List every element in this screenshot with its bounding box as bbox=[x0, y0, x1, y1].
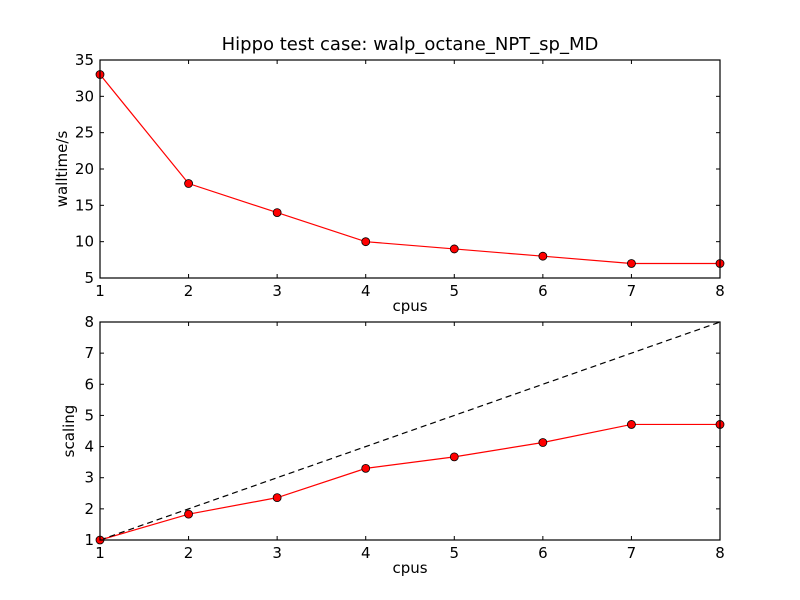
scaling-data-point-0-5 bbox=[538, 438, 548, 447]
walltime-y-tick-labels: 5 10 15 20 25 30 35 bbox=[75, 51, 94, 287]
scaling-x-tick-label-4: 5 bbox=[450, 544, 460, 562]
scaling-data-point-0-1 bbox=[184, 509, 193, 519]
scaling-series-line-0 bbox=[99, 423, 720, 541]
chart-title: Hippo test case: walp_octane_NPT_sp_MD bbox=[222, 34, 599, 55]
scaling-y-tick-label-7: 8 bbox=[84, 313, 94, 331]
scaling-x-axis-label: cpus bbox=[392, 559, 427, 577]
walltime-x-tick-label-0: 1 bbox=[95, 282, 105, 300]
scaling-series-lines bbox=[99, 321, 721, 541]
scaling-data-point-0-4 bbox=[449, 452, 459, 462]
scaling-x-tick-label-3: 4 bbox=[361, 544, 371, 562]
scaling-y-tick-label-1: 2 bbox=[84, 500, 94, 518]
walltime-x-tick-labels: 1 2 3 4 5 6 7 8 bbox=[95, 282, 725, 300]
walltime-data-point-0-5 bbox=[538, 251, 548, 261]
walltime-x-tick-label-7: 8 bbox=[715, 282, 725, 300]
walltime-y-tick-label-2: 15 bbox=[75, 196, 94, 214]
walltime-series-points bbox=[95, 70, 725, 268]
scaling-x-tick-label-0: 1 bbox=[95, 544, 105, 562]
scaling-data-point-0-2 bbox=[272, 493, 282, 503]
scaling-x-tick-label-5: 6 bbox=[538, 544, 548, 562]
walltime-data-point-0-4 bbox=[449, 244, 459, 254]
walltime-y-tick-label-5: 30 bbox=[75, 87, 94, 105]
scaling-y-tick-label-4: 5 bbox=[84, 406, 94, 424]
walltime-data-point-0-3 bbox=[361, 237, 371, 247]
walltime-y-axis-label: walltime/s bbox=[53, 131, 71, 208]
walltime-data-point-0-6 bbox=[627, 259, 636, 268]
walltime-x-tick-label-2: 3 bbox=[272, 282, 282, 300]
scaling-x-tick-label-6: 7 bbox=[627, 544, 637, 562]
walltime-x-axis-label: cpus bbox=[392, 297, 427, 315]
scaling-x-tick-label-7: 8 bbox=[715, 544, 725, 562]
walltime-y-tick-label-0: 5 bbox=[84, 269, 94, 287]
scaling-data-point-0-6 bbox=[627, 420, 636, 429]
scaling-y-tick-label-6: 7 bbox=[84, 344, 94, 362]
walltime-plot-frame bbox=[99, 59, 721, 279]
walltime-y-tick-label-1: 10 bbox=[75, 233, 94, 251]
walltime-y-tick-label-6: 35 bbox=[75, 51, 94, 69]
scaling-x-tick-label-2: 3 bbox=[272, 544, 282, 562]
walltime-y-tick-label-4: 25 bbox=[75, 124, 94, 142]
scaling-plot-frame bbox=[99, 321, 721, 541]
scaling-plot-area bbox=[100, 322, 720, 540]
walltime-series-line-0 bbox=[99, 74, 720, 265]
scaling-x-tick-labels: 1 2 3 4 5 6 7 8 bbox=[95, 544, 725, 562]
walltime-x-tick-label-1: 2 bbox=[184, 282, 194, 300]
walltime-x-tick-label-5: 6 bbox=[538, 282, 548, 300]
scaling-y-tick-labels: 1 2 3 4 5 6 7 8 bbox=[84, 313, 94, 549]
walltime-x-tick-label-4: 5 bbox=[450, 282, 460, 300]
scaling-y-tick-label-5: 6 bbox=[84, 375, 94, 393]
walltime-panel: 1 2 3 4 5 6 7 8 5 10 15 20 25 30 35 cpus walltime/s bbox=[53, 51, 725, 315]
walltime-data-point-0-2 bbox=[272, 208, 282, 218]
walltime-y-tick-label-3: 20 bbox=[75, 160, 94, 178]
scaling-panel: 1 2 3 4 5 6 7 8 1 2 3 4 5 6 7 8 cpus scaling bbox=[60, 313, 725, 577]
scaling-y-axis-label: scaling bbox=[60, 405, 78, 458]
scaling-data-point-0-3 bbox=[361, 463, 371, 473]
scaling-y-tick-label-2: 3 bbox=[84, 469, 94, 487]
scaling-series-points bbox=[95, 420, 725, 545]
walltime-x-tick-label-6: 7 bbox=[627, 282, 637, 300]
scaling-y-tick-label-0: 1 bbox=[84, 531, 94, 549]
walltime-x-tick-label-3: 4 bbox=[361, 282, 371, 300]
scaling-x-tick-label-1: 2 bbox=[184, 544, 194, 562]
scaling-y-tick-label-3: 4 bbox=[84, 438, 94, 456]
walltime-series-lines bbox=[99, 74, 720, 265]
walltime-plot-area bbox=[100, 60, 720, 278]
walltime-data-point-0-1 bbox=[184, 179, 193, 188]
